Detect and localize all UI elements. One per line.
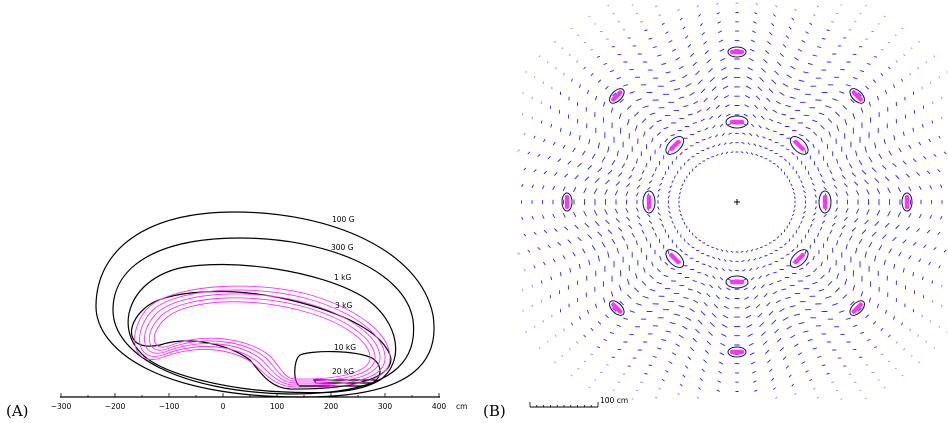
label-1kg: 1 kG (334, 273, 351, 282)
tick-label: 100 (270, 402, 285, 411)
tick-label: −100 (159, 402, 180, 411)
field-vector-map (517, 2, 948, 400)
coil (818, 190, 832, 214)
coil (727, 346, 747, 358)
coil (642, 190, 656, 214)
label-100g: 100 G (332, 215, 355, 224)
tick-label: 400 (432, 402, 447, 411)
label-20kg: 20 kG (332, 367, 354, 376)
panel-b-label: (B) (483, 402, 506, 420)
tick-label: −300 (51, 402, 72, 411)
contour-300g (112, 237, 415, 395)
coil (725, 115, 749, 129)
contour-20kg (312, 379, 378, 384)
coil (725, 275, 749, 289)
label-10kg: 10 kG (334, 343, 356, 352)
coil (665, 136, 685, 155)
coil (901, 192, 913, 212)
coil-windings (134, 285, 391, 388)
contour-10kg (294, 350, 381, 387)
x-axis-ticks (60, 393, 440, 397)
center-marker (734, 199, 740, 205)
coil (849, 88, 865, 104)
axis-unit: cm (456, 402, 467, 411)
coil (727, 46, 747, 58)
tick-label: −200 (105, 402, 126, 411)
tick-label: 200 (324, 402, 339, 411)
tick-label: 0 (221, 402, 226, 411)
contour-1kg (127, 263, 397, 394)
scale-bar-label: 100 cm (600, 396, 628, 405)
panel-b: (B) 100 cm (483, 2, 948, 420)
coil (789, 249, 809, 268)
coil (609, 300, 625, 316)
label-3kg: 3 kG (335, 301, 352, 310)
field-contours (95, 211, 435, 398)
label-300g: 300 G (331, 243, 354, 252)
tick-label: 300 (378, 402, 393, 411)
scale-bar-ticks (529, 402, 599, 407)
coil (789, 136, 809, 155)
scale-bar: 100 cm (529, 396, 628, 408)
panel-a-label: (A) (6, 402, 29, 420)
x-axis: −300 −200 −100 0 100 200 300 400 cm (51, 393, 467, 411)
coil (609, 88, 625, 104)
coil (561, 192, 573, 212)
coil (849, 300, 865, 316)
contour-100g (95, 211, 435, 398)
coil (665, 249, 685, 268)
panel-a: (A) 100 G 300 G 1 kG 3 kG 10 kG 20 kG (6, 211, 467, 420)
